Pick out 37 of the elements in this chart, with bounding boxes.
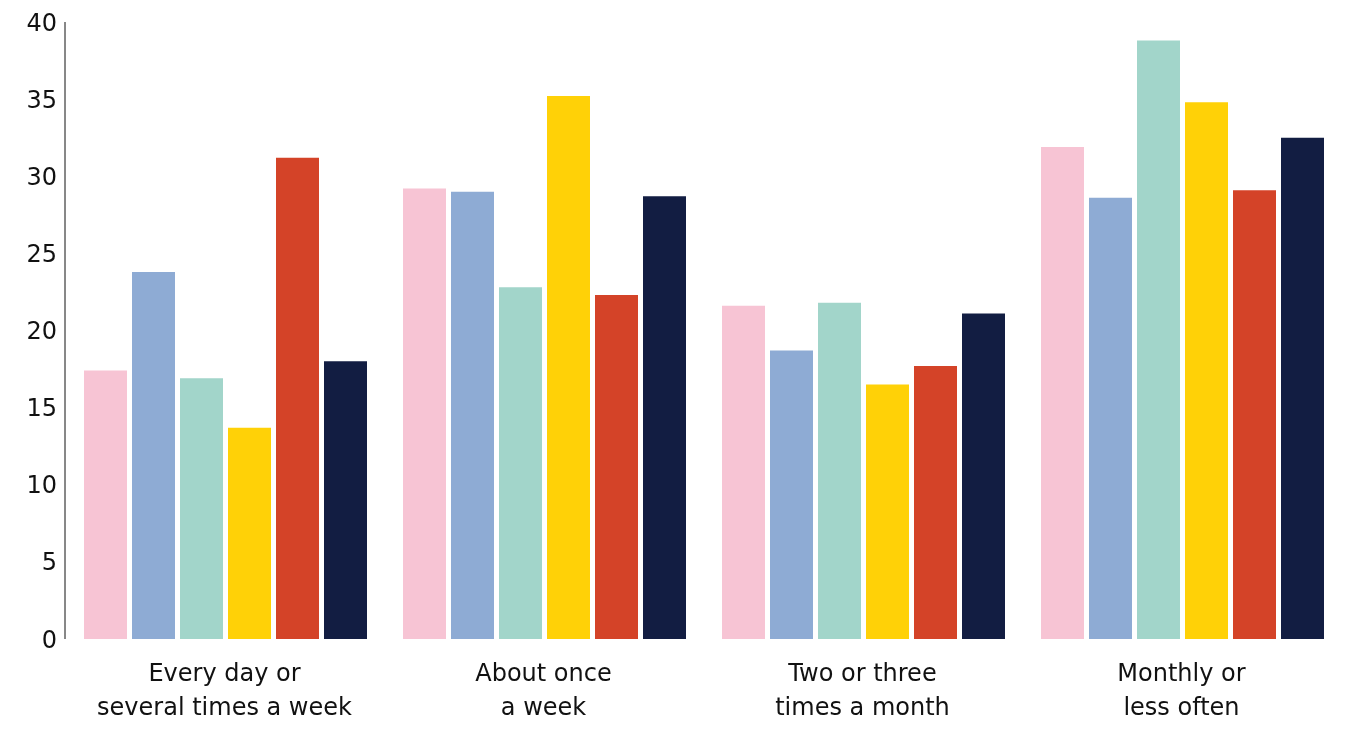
bar: [1233, 190, 1276, 639]
y-tick-label: 25: [26, 239, 57, 268]
x-tick-label: Monthly or less often: [1117, 659, 1246, 721]
bar: [499, 287, 542, 639]
bar: [132, 271, 175, 639]
bar: [276, 157, 319, 639]
bar: [547, 96, 590, 639]
bar: [770, 350, 813, 639]
y-tick-label: 10: [26, 471, 57, 500]
bar: [228, 427, 271, 639]
y-tick-label: 0: [41, 625, 57, 654]
bar: [643, 196, 686, 639]
bar: [866, 384, 909, 639]
bar: [818, 302, 861, 639]
bar: [1185, 102, 1228, 639]
bar: [180, 378, 223, 639]
bar: [1137, 40, 1180, 639]
bar: [1281, 137, 1324, 639]
x-tick-label: About once a week: [475, 659, 612, 721]
bar: [962, 313, 1005, 639]
bar: [595, 295, 638, 639]
bar: [451, 191, 494, 639]
bar: [914, 365, 957, 639]
y-tick-label: 15: [26, 394, 57, 423]
y-tick-label: 40: [26, 8, 57, 37]
bar: [722, 305, 765, 639]
bar: [1041, 146, 1084, 639]
y-tick-label: 35: [26, 85, 57, 114]
x-tick-label: Two or three times a month: [775, 659, 950, 721]
x-tick-label: Every day or several times a week: [97, 659, 353, 721]
bar: [84, 370, 127, 639]
bar: [324, 361, 367, 639]
bar: [403, 188, 446, 639]
bar: [1089, 197, 1132, 639]
y-tick-label: 30: [26, 162, 57, 191]
y-tick-label: 20: [26, 317, 57, 346]
y-tick-label: 5: [41, 548, 57, 577]
